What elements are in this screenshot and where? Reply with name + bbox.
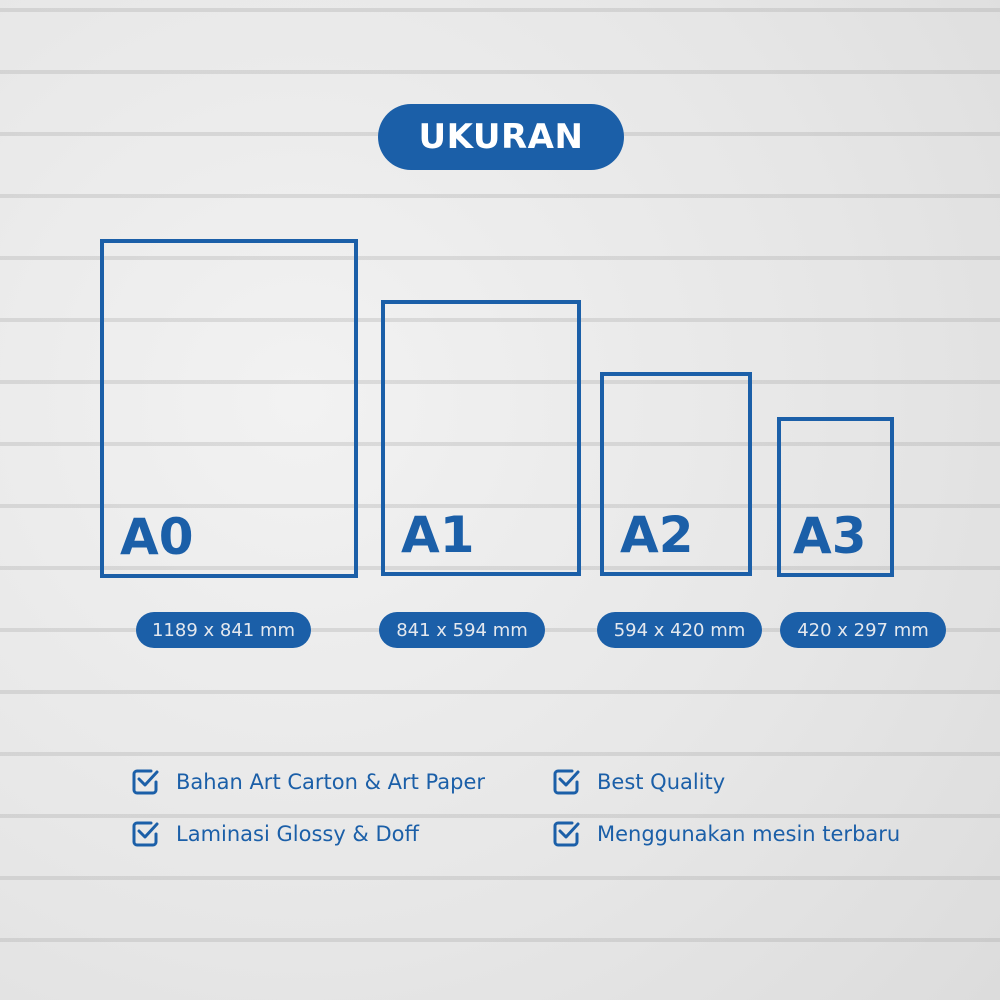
dimension-badge-a0: 1189 x 841 mm <box>136 612 311 648</box>
page-title: UKURAN <box>418 117 584 157</box>
dimension-text: 841 x 594 mm <box>396 619 528 641</box>
dimension-text: 1189 x 841 mm <box>151 619 296 641</box>
feature-text: Best Quality <box>597 770 726 794</box>
checkbox-checked-icon <box>553 821 580 847</box>
checkbox-checked-icon <box>553 769 580 795</box>
dimension-badge-a2: 594 x 420 mm <box>597 612 762 648</box>
feature-item: Laminasi Glossy & Doff <box>131 820 419 848</box>
feature-item: Best Quality <box>552 768 725 796</box>
dimension-badge-a1: 841 x 594 mm <box>379 612 545 648</box>
checkbox-checked-icon <box>132 821 159 847</box>
feature-text: Menggunakan mesin terbaru <box>597 822 901 846</box>
dimension-badge-a3: 420 x 297 mm <box>780 612 946 648</box>
size-label: A3 <box>793 507 867 565</box>
feature-text: Laminasi Glossy & Doff <box>176 822 419 846</box>
dimension-text: 420 x 297 mm <box>797 619 929 641</box>
size-box-a3: A3 <box>777 417 894 577</box>
size-box-a0: A0 <box>100 239 358 578</box>
size-label: A0 <box>120 508 194 566</box>
size-box-a2: A2 <box>600 372 752 576</box>
title-badge: UKURAN <box>378 104 624 170</box>
size-label: A1 <box>401 506 475 564</box>
size-label: A2 <box>620 506 694 564</box>
checkbox-checked-icon <box>132 769 159 795</box>
dimension-text: 594 x 420 mm <box>613 619 746 641</box>
feature-item: Bahan Art Carton & Art Paper <box>131 768 485 796</box>
feature-text: Bahan Art Carton & Art Paper <box>176 770 486 794</box>
size-box-a1: A1 <box>381 300 581 576</box>
feature-item: Menggunakan mesin terbaru <box>552 820 900 848</box>
